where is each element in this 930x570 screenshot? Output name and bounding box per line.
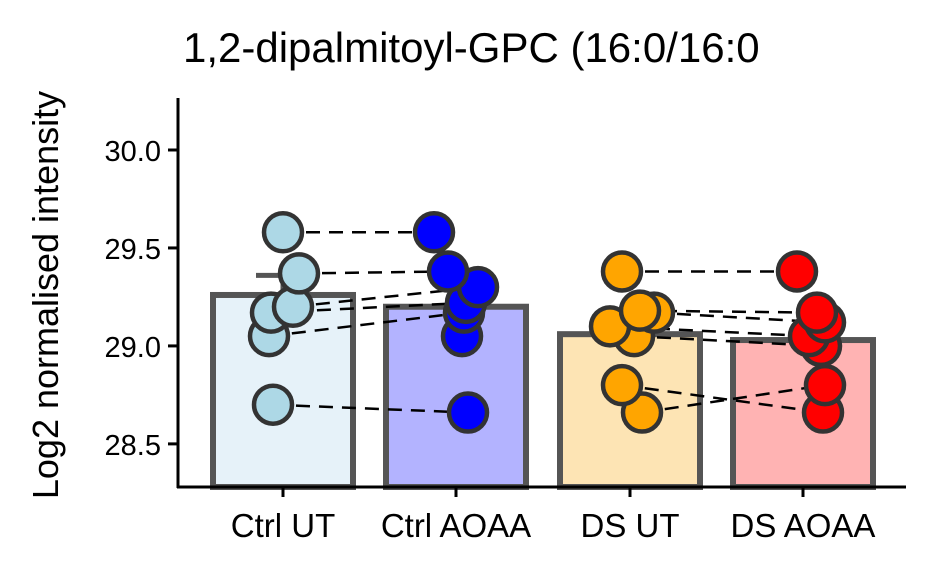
data-point — [803, 363, 847, 407]
axes-layer: 28.5 29.0 29.5 30.0 Ctrl UT Ctrl AOAA DS UT DS … — [105, 98, 906, 544]
data-point — [600, 363, 644, 407]
points-layer — [247, 211, 847, 434]
data-point — [775, 250, 819, 293]
y-tick-label: 29.5 — [105, 234, 161, 266]
pair-line — [633, 334, 822, 348]
y-tick-label: 30.0 — [105, 136, 161, 168]
pair-line — [621, 383, 824, 414]
pair-line — [641, 383, 826, 414]
x-tick-label: DS AOAA — [731, 507, 876, 544]
pair-line — [268, 311, 465, 338]
data-point — [446, 391, 490, 434]
y-axis-label: Log2 normalised intensity — [25, 91, 66, 499]
bars-layer — [210, 291, 876, 491]
y-tick-label: 29.0 — [105, 332, 161, 364]
data-point — [277, 252, 321, 295]
data-point — [251, 383, 295, 426]
pair-lines-layer — [268, 231, 826, 414]
data-point — [426, 250, 470, 293]
data-point — [795, 291, 839, 334]
y-tick-label: 28.5 — [105, 430, 161, 462]
pair-line — [298, 270, 449, 275]
x-tick-label: Ctrl AOAA — [381, 507, 531, 544]
x-tick-label: Ctrl UT — [231, 507, 335, 544]
pair-line — [292, 285, 479, 308]
data-point — [412, 211, 456, 254]
data-point — [618, 289, 662, 332]
chart-title: 1,2-dipalmitoyl-GPC (16:0/16:0 — [183, 24, 760, 71]
data-point — [600, 250, 644, 293]
x-tick-label: DS UT — [581, 507, 680, 544]
pair-line — [272, 403, 469, 414]
data-point — [261, 211, 305, 254]
